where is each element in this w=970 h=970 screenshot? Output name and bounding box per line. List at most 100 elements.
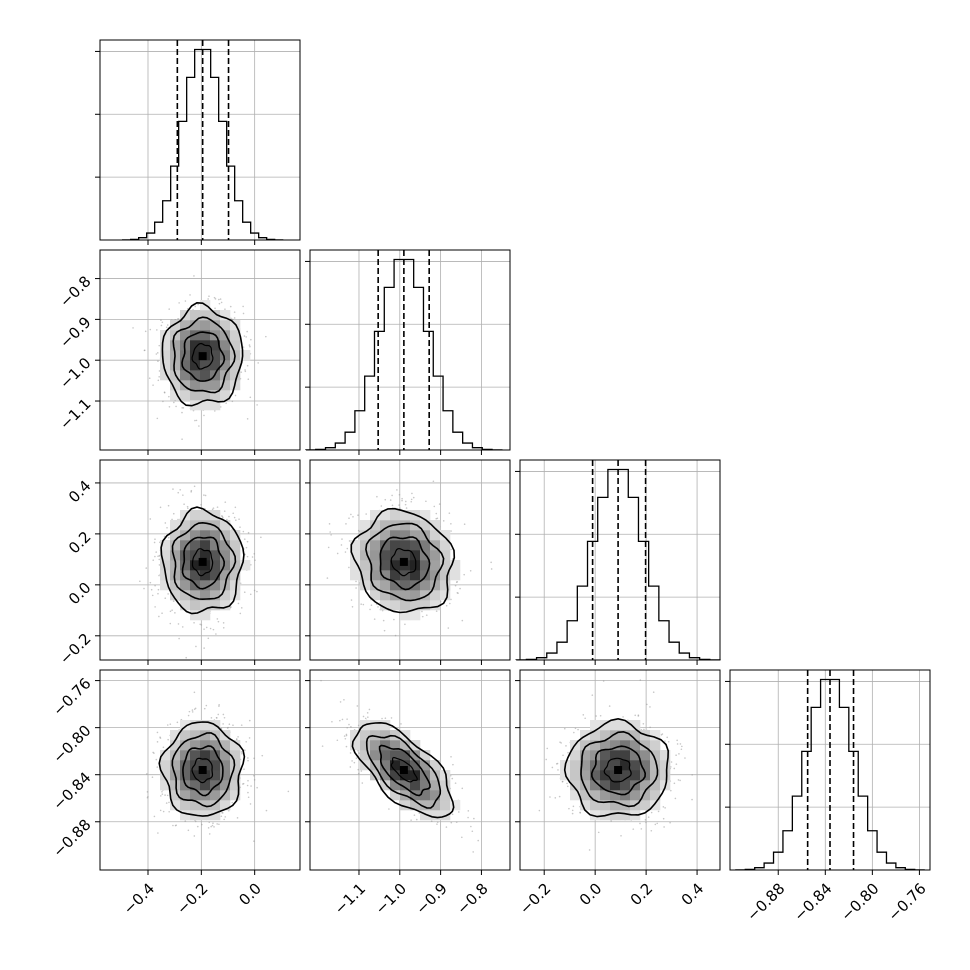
density-cell (450, 570, 461, 581)
density-cell (380, 540, 391, 551)
density-cell (190, 530, 201, 541)
scatter-point (265, 809, 268, 812)
density-cell (570, 770, 581, 781)
density-cell (220, 600, 231, 611)
scatter-point (229, 305, 232, 308)
scatter-point (208, 295, 210, 297)
density-cell (420, 790, 431, 801)
density-cell (230, 560, 241, 571)
scatter-point (344, 551, 347, 553)
scatter-point (328, 523, 331, 525)
panel-content (145, 691, 290, 842)
scatter-point (233, 317, 236, 319)
scatter-point (691, 798, 693, 801)
scatter-point (253, 840, 255, 842)
scatter-point (348, 566, 350, 569)
density-cell (170, 580, 181, 591)
scatter-point (160, 319, 162, 322)
scatter-point (357, 724, 360, 727)
density-cell (170, 550, 181, 561)
scatter-point (156, 352, 159, 354)
density-cell (180, 570, 191, 581)
scatter-point (680, 748, 683, 751)
scatter-point (679, 743, 682, 745)
scatter-point (246, 364, 249, 367)
scatter-point (237, 736, 239, 738)
scatter-point (182, 407, 185, 409)
scatter-point (225, 402, 227, 404)
scatter-point (219, 298, 222, 300)
scatter-panel-4 (309, 669, 511, 871)
scatter-point (245, 336, 247, 338)
scatter-point (243, 335, 246, 337)
density-cell (190, 770, 201, 781)
scatter-point (365, 513, 367, 515)
density-cell (600, 750, 611, 761)
scatter-point (393, 618, 395, 621)
scatter-point (345, 745, 348, 748)
scatter-point (571, 812, 574, 815)
scatter-point (565, 745, 567, 747)
scatter-point (218, 298, 220, 301)
density-cell (200, 730, 211, 741)
scatter-point (145, 567, 148, 569)
scatter-point (247, 757, 249, 759)
scatter-point (222, 626, 225, 629)
scatter-point (251, 556, 254, 558)
scatter-point (169, 723, 172, 725)
scatter-point (461, 836, 463, 839)
scatter-point (143, 349, 146, 352)
scatter-point (330, 534, 332, 536)
scatter-point (432, 480, 435, 483)
scatter-point (172, 488, 174, 490)
scatter-point (582, 714, 585, 716)
density-cell (220, 760, 231, 771)
density-cell (620, 780, 631, 791)
density-cell (190, 590, 201, 601)
scatter-point (168, 406, 171, 408)
density-cell (220, 560, 231, 571)
density-cell (450, 560, 461, 571)
density-cell (630, 730, 641, 741)
scatter-point (150, 588, 153, 591)
density-cell (180, 390, 191, 401)
density-cell (380, 720, 391, 731)
scatter-point (433, 505, 436, 508)
density-cell (390, 780, 401, 791)
scatter-point (670, 761, 673, 763)
scatter-point (405, 507, 408, 509)
scatter-point (566, 782, 568, 785)
scatter-point (469, 569, 472, 572)
scatter-point (232, 512, 235, 515)
panel-content (320, 679, 480, 853)
scatter-panel-0 (99, 249, 301, 451)
density-cell (640, 740, 651, 751)
scatter-point (239, 526, 241, 528)
scatter-point (639, 822, 641, 825)
scatter-point (247, 779, 249, 782)
density-cell (590, 730, 601, 741)
scatter-point (450, 548, 452, 551)
density-cell (400, 530, 411, 541)
x-tick-label: 0.0 (576, 880, 606, 910)
scatter-point (450, 523, 452, 525)
scatter-point (230, 317, 232, 320)
density-cell (610, 740, 621, 751)
density-cell (420, 520, 431, 531)
scatter-point (357, 772, 360, 775)
density-cell (210, 540, 221, 551)
scatter-point (249, 345, 251, 348)
scatter-point (562, 754, 564, 757)
scatter-point (132, 327, 134, 329)
scatter-point (174, 612, 176, 614)
scatter-point (222, 516, 224, 519)
scatter-point (341, 718, 344, 721)
density-cell (210, 760, 221, 771)
scatter-point (452, 763, 454, 766)
scatter-point (367, 716, 369, 718)
density-cell (370, 740, 381, 751)
density-cell (220, 740, 231, 751)
scatter-point (177, 623, 180, 625)
density-cell (220, 540, 231, 551)
scatter-point (556, 762, 559, 765)
